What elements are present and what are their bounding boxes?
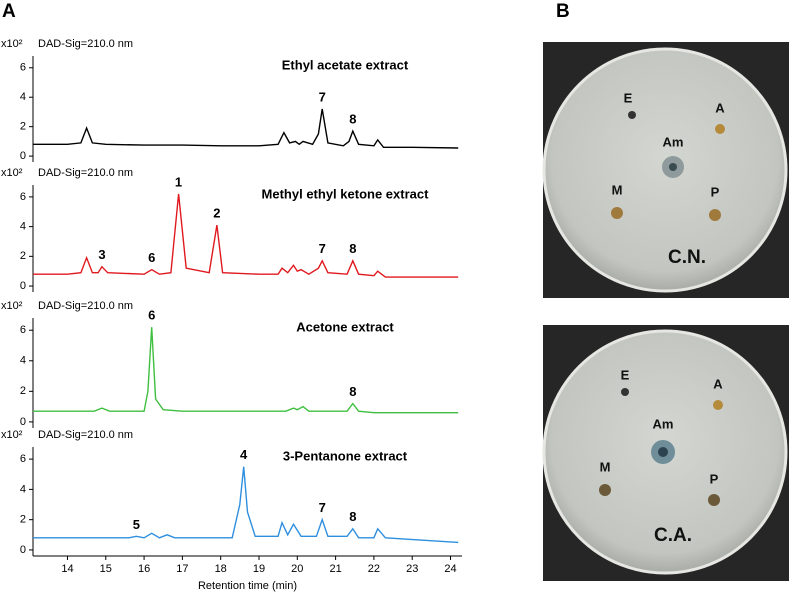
peak-label: 7 (319, 89, 326, 104)
signal-label: DAD-Sig=210.0 nm (38, 38, 133, 50)
y-unit-label: x10² (1, 38, 23, 50)
y-tick-label: 6 (20, 191, 26, 203)
well-label: M (612, 182, 623, 197)
peak-label: 8 (349, 509, 356, 524)
photo: E A Am M P C.A. (542, 325, 789, 581)
chart-title: Methyl ethyl ketone extract (262, 186, 430, 201)
well-label: M (600, 459, 611, 474)
y-tick-label: 0 (20, 416, 26, 428)
well-label: P (711, 184, 720, 199)
peak-label: 2 (213, 206, 220, 221)
well (599, 484, 611, 496)
y-tick-label: 4 (20, 221, 26, 233)
y-tick-label: 4 (20, 483, 26, 495)
photo-caption: C.A. (654, 525, 692, 546)
well (621, 388, 629, 396)
trace (33, 108, 459, 149)
peak-label: 4 (240, 447, 248, 462)
x-tick-label: 14 (61, 563, 73, 575)
peak-label: 6 (148, 308, 155, 323)
y-tick-label: 4 (20, 355, 26, 367)
peak-label: 8 (349, 241, 356, 256)
peak-label: 8 (349, 384, 356, 399)
y-tick-label: 0 (20, 150, 26, 162)
well (708, 494, 720, 506)
well-label: E (624, 90, 633, 105)
y-unit-label: x10² (1, 300, 23, 312)
peak-label: 1 (175, 174, 182, 189)
well (669, 163, 677, 171)
well-label: A (715, 100, 725, 115)
y-tick-label: 2 (20, 514, 26, 526)
photo-caption: C.N. (668, 247, 706, 268)
y-tick-label: 6 (20, 324, 26, 336)
well (709, 209, 721, 221)
y-tick-label: 4 (20, 91, 26, 103)
peak-label: 3 (98, 247, 105, 262)
peak-label: 7 (319, 241, 326, 256)
x-tick-label: 15 (100, 563, 112, 575)
well (628, 111, 636, 119)
y-unit-label: x10² (1, 429, 23, 441)
x-tick-label: 19 (253, 563, 265, 575)
x-tick-label: 20 (291, 563, 303, 575)
well-label: E (621, 367, 630, 382)
well-label: Am (653, 416, 674, 431)
y-tick-label: 2 (20, 385, 26, 397)
x-tick-label: 17 (176, 563, 188, 575)
peak-label: 7 (319, 500, 326, 515)
well (713, 400, 723, 410)
x-tick-label: 23 (406, 563, 418, 575)
x-tick-label: 22 (368, 563, 380, 575)
y-tick-label: 6 (20, 62, 26, 74)
photo: E A Am M P C.N. (542, 42, 789, 298)
x-axis-title: Retention time (min) (198, 580, 297, 592)
chart-title: Acetone extract (296, 319, 394, 334)
panel-label: B (556, 1, 570, 22)
well (658, 447, 668, 457)
well-label: Am (663, 134, 684, 149)
trace (33, 466, 459, 544)
well-label: P (710, 471, 719, 486)
trace (33, 327, 459, 414)
signal-label: DAD-Sig=210.0 nm (38, 429, 133, 441)
signal-label: DAD-Sig=210.0 nm (38, 300, 133, 312)
peak-label: 5 (133, 517, 140, 532)
x-tick-label: 21 (329, 563, 341, 575)
well (611, 207, 623, 219)
x-tick-label: 18 (215, 563, 227, 575)
x-tick-label: 24 (444, 563, 456, 575)
y-unit-label: x10² (1, 167, 23, 179)
y-tick-label: 0 (20, 280, 26, 292)
panel-label: A (2, 1, 16, 22)
signal-label: DAD-Sig=210.0 nm (38, 167, 133, 179)
chart-title: Ethyl acetate extract (282, 57, 409, 72)
trace (33, 193, 459, 278)
y-tick-label: 6 (20, 453, 26, 465)
y-tick-label: 2 (20, 250, 26, 262)
y-tick-label: 0 (20, 544, 26, 556)
chart-title: 3-Pentanone extract (283, 448, 408, 463)
well (715, 124, 725, 134)
x-tick-label: 16 (138, 563, 150, 575)
well-label: A (713, 376, 723, 391)
peak-label: 6 (148, 250, 155, 265)
peak-label: 8 (349, 112, 356, 127)
y-tick-label: 2 (20, 121, 26, 133)
